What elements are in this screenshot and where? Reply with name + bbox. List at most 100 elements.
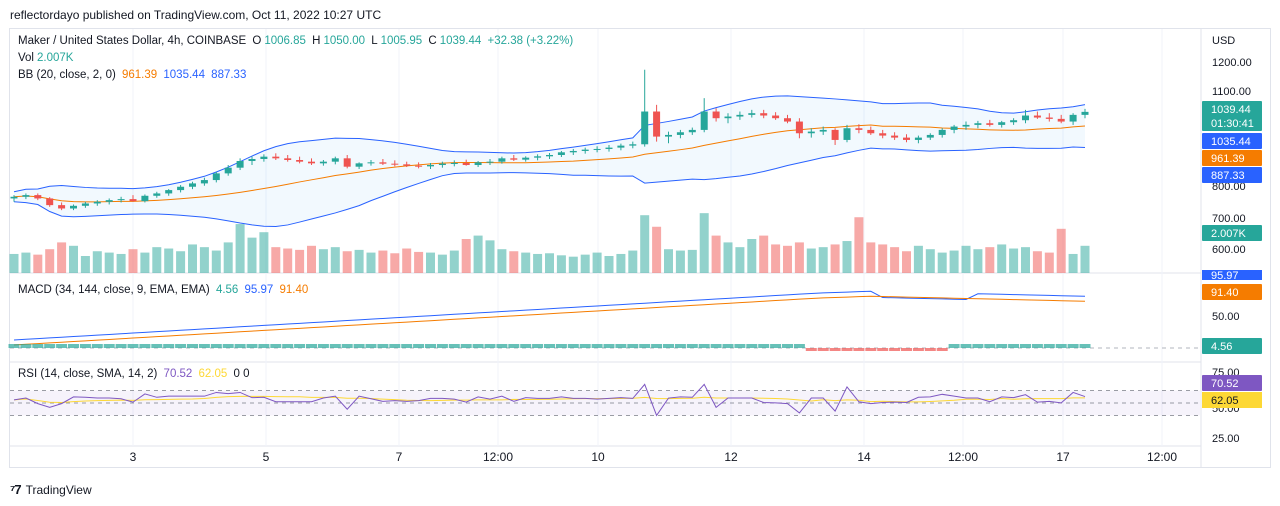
time-tick: 12:00	[483, 450, 513, 464]
time-tick: 7	[396, 450, 403, 464]
volume-bar	[747, 239, 757, 273]
macd-hist-bar	[960, 344, 972, 348]
bb-basis-line	[13, 124, 1086, 203]
macd-hist-bar	[758, 344, 770, 348]
macd-hist-bar	[56, 344, 68, 348]
macd-hist-bar	[68, 344, 79, 348]
candle-body	[534, 156, 542, 158]
rsi-ma-value: 62.05	[198, 368, 228, 380]
macd-hist-bar	[91, 344, 103, 348]
candle-body	[653, 111, 661, 137]
volume-bar	[521, 252, 531, 273]
macd-line-value: 95.97	[244, 284, 274, 296]
macd-hist-bar	[258, 344, 270, 348]
volume-bar	[556, 255, 566, 273]
macd-hist-bar	[198, 344, 210, 348]
rsi-ma-line	[13, 395, 1086, 404]
macd-hist-bar	[115, 344, 127, 348]
candle-body	[403, 164, 411, 166]
macd-hist-bar	[79, 344, 91, 348]
volume-bar	[152, 247, 162, 273]
open-value: 1006.85	[264, 35, 306, 47]
macd-legend: MACD (34, 144, close, 9, EMA, EMA) 4.56 …	[18, 284, 309, 296]
candle-body	[903, 137, 910, 140]
macd-hist-bar	[484, 344, 496, 348]
volume-bar	[9, 253, 19, 273]
candle-body	[605, 147, 613, 149]
candle-body	[153, 193, 161, 196]
macd-tick: 50.00	[1212, 311, 1240, 323]
volume-bar	[21, 252, 31, 273]
rsi-badge: 70.52	[1211, 378, 1239, 390]
macd-hist-bar	[377, 344, 389, 348]
volume-bar	[925, 249, 935, 273]
volume-bar	[985, 247, 995, 273]
time-tick: 12	[724, 450, 738, 464]
volume-bar	[842, 241, 852, 273]
macd-hist-bar	[163, 344, 175, 348]
candle-body	[331, 158, 339, 162]
candle-body	[736, 114, 744, 117]
volume-bar	[69, 245, 78, 273]
candle-body	[676, 132, 684, 135]
volume-bar	[1080, 245, 1090, 273]
candle-body	[58, 205, 66, 209]
low-value: 1005.95	[380, 35, 423, 47]
candle-body	[1081, 111, 1089, 115]
volume-bar	[949, 250, 959, 273]
candle-body	[129, 199, 137, 202]
volume-badge: 2.007K	[1211, 228, 1247, 240]
macd-hist-value: 4.56	[215, 284, 239, 296]
volume-bar	[961, 245, 971, 273]
volume-bar	[675, 250, 685, 273]
bb-upper-value: 1035.44	[163, 69, 205, 81]
volume-bar	[485, 240, 495, 273]
candle-body	[891, 135, 899, 138]
macd-hist-bar	[1020, 344, 1031, 348]
macd-hist-bar	[603, 344, 615, 348]
candle-body	[189, 183, 196, 187]
candle-body	[165, 190, 173, 194]
macd-hist-bar	[555, 344, 567, 348]
brand-name: TradingView	[25, 482, 92, 497]
candle-body	[712, 111, 720, 119]
bb-lower-badge: 887.33	[1211, 170, 1245, 182]
volume-bar	[1021, 247, 1030, 273]
volume-bar	[402, 248, 412, 273]
volume-bar	[45, 249, 55, 273]
macd-hist-bar	[139, 344, 151, 348]
candle-body	[557, 152, 565, 155]
volume-bar	[164, 248, 174, 273]
volume-bar	[271, 247, 281, 273]
candle-body	[772, 115, 780, 119]
macd-hist-bar	[912, 348, 924, 351]
candle-body	[1045, 117, 1053, 119]
macd-hist-bar	[936, 348, 948, 351]
macd-hist-bar	[782, 344, 793, 348]
time-tick: 3	[130, 450, 137, 464]
volume-bar	[937, 252, 947, 273]
macd-hist-bar	[698, 344, 710, 348]
candle-body	[498, 158, 506, 162]
volume-bar	[414, 251, 424, 273]
volume-legend: Vol 2.007K	[18, 52, 74, 64]
last-price-badge: 1039.44	[1211, 104, 1251, 116]
candle-body	[807, 131, 815, 134]
macd-hist-bar	[793, 344, 805, 348]
candle-body	[427, 165, 434, 167]
time-tick: 12:00	[948, 450, 978, 464]
volume-bar	[806, 248, 816, 273]
macd-hist-bar	[710, 344, 722, 348]
macd-hist-bar	[306, 344, 317, 348]
candle-body	[486, 161, 494, 163]
macd-hist-bar	[901, 348, 912, 351]
macd-hist-bar	[627, 344, 639, 348]
volume-bar	[997, 244, 1007, 273]
volume-bar	[342, 251, 352, 273]
candle-body	[1069, 114, 1077, 122]
candle-body	[296, 160, 304, 162]
volume-bar	[295, 249, 305, 273]
volume-bar	[1009, 248, 1019, 273]
macd-hist-bar	[187, 344, 198, 348]
